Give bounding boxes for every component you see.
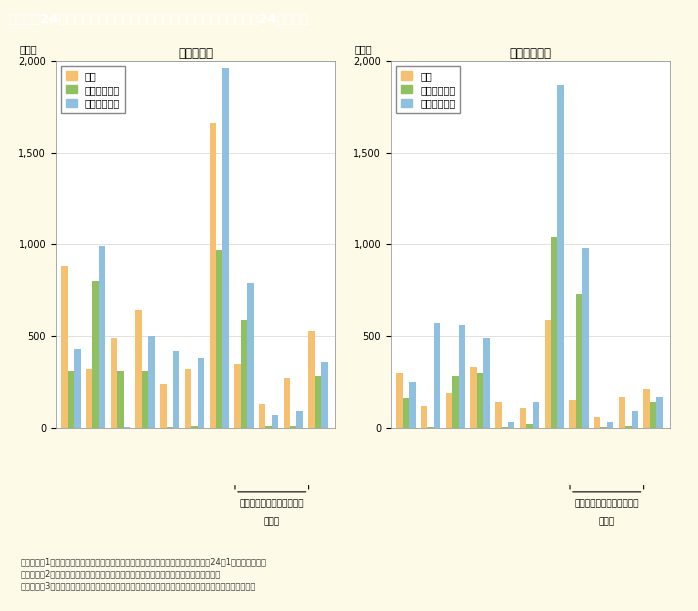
Text: （人）: （人） — [355, 44, 372, 54]
Text: 3．「福祉関連の職業」は，他の職業区分の中から，「福祉関連」の職業を足し上げたもの。: 3．「福祉関連の職業」は，他の職業区分の中から，「福祉関連」の職業を足し上げたも… — [21, 582, 256, 591]
Bar — [477, 373, 483, 428]
Bar — [209, 123, 216, 428]
Bar — [272, 415, 279, 428]
Bar — [92, 281, 99, 428]
Bar — [223, 68, 229, 428]
Bar — [283, 378, 290, 428]
Text: 第１特－24図　ハローワーク別の有効求人数・有効求職者数（平成24年１月）: 第１特－24図 ハローワーク別の有効求人数・有効求職者数（平成24年１月） — [8, 13, 309, 26]
Bar — [459, 325, 465, 428]
Bar — [427, 426, 434, 428]
Bar — [600, 426, 607, 428]
Bar — [297, 411, 303, 428]
Bar — [495, 402, 502, 428]
Bar — [124, 426, 130, 428]
Legend: 求人, 求職（女性）, 求職（男性）: 求人, 求職（女性）, 求職（男性） — [61, 66, 125, 114]
Legend: 求人, 求職（女性）, 求職（男性）: 求人, 求職（女性）, 求職（男性） — [396, 66, 460, 114]
Bar — [644, 389, 650, 428]
Bar — [544, 320, 551, 428]
Bar — [396, 373, 403, 428]
Bar — [259, 404, 265, 428]
Bar — [117, 371, 124, 428]
Bar — [570, 400, 576, 428]
Bar — [148, 336, 155, 428]
Bar — [265, 426, 272, 428]
Bar — [142, 371, 148, 428]
Bar — [434, 323, 440, 428]
Bar — [74, 349, 80, 428]
Bar — [607, 422, 614, 428]
Bar — [309, 331, 315, 428]
Bar — [558, 85, 564, 428]
Text: の内数: の内数 — [599, 518, 615, 527]
Bar — [650, 402, 656, 428]
Bar — [625, 426, 632, 428]
Bar — [526, 424, 533, 428]
Bar — [99, 246, 105, 428]
Bar — [508, 422, 514, 428]
Bar — [216, 250, 223, 428]
Bar — [135, 310, 142, 428]
Bar — [656, 397, 662, 428]
Title: 【石巻所】: 【石巻所】 — [178, 47, 213, 60]
Bar — [483, 338, 490, 428]
Bar — [321, 362, 327, 428]
Text: （備考）　1．厚生労働省「被災３県の現在の雇用状況（月次）（男女別）」（平成24年1月）より作成。: （備考） 1．厚生労働省「被災３県の現在の雇用状況（月次）（男女別）」（平成24… — [21, 557, 267, 566]
Bar — [594, 417, 600, 428]
Bar — [61, 266, 68, 428]
Bar — [290, 426, 297, 428]
Bar — [446, 393, 452, 428]
Bar — [241, 320, 247, 428]
Text: 2．求人申込書における「性別」欄はないため，有効求人数の男女別はない。: 2．求人申込書における「性別」欄はないため，有効求人数の男女別はない。 — [21, 569, 221, 579]
Bar — [160, 384, 167, 428]
Bar — [167, 426, 173, 428]
Bar — [520, 408, 526, 428]
Bar — [247, 283, 253, 428]
Bar — [403, 398, 409, 428]
Bar — [533, 402, 539, 428]
Bar — [198, 358, 204, 428]
Bar — [452, 376, 459, 428]
Text: 「生産工程・労務の職業」: 「生産工程・労務の職業」 — [239, 499, 304, 508]
Bar — [618, 397, 625, 428]
Bar — [582, 248, 588, 428]
Bar — [191, 426, 198, 428]
Bar — [409, 382, 415, 428]
Bar — [470, 367, 477, 428]
Bar — [421, 406, 427, 428]
Bar — [185, 369, 191, 428]
Bar — [315, 376, 321, 428]
Bar — [632, 411, 638, 428]
Text: 「生産工程・労務の職業」: 「生産工程・労務の職業」 — [574, 499, 639, 508]
Text: （人）: （人） — [20, 44, 37, 54]
Title: 【気仙沼所】: 【気仙沼所】 — [510, 47, 551, 60]
Bar — [173, 351, 179, 428]
Bar — [576, 294, 582, 428]
Bar — [111, 338, 117, 428]
Text: の内数: の内数 — [264, 518, 280, 527]
Bar — [235, 364, 241, 428]
Bar — [502, 426, 508, 428]
Bar — [551, 237, 558, 428]
Bar — [68, 371, 74, 428]
Bar — [86, 369, 92, 428]
